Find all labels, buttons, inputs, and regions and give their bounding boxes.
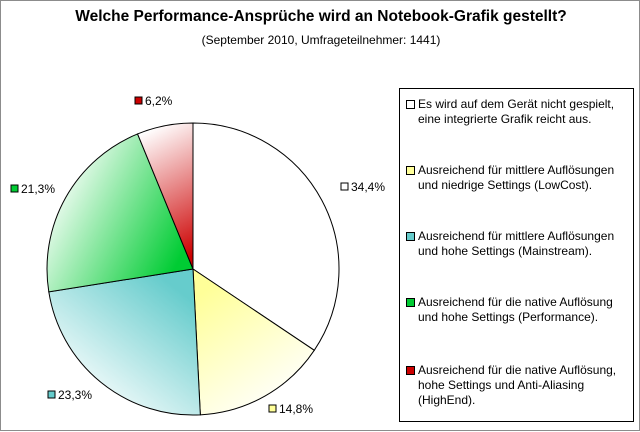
data-label-swatch-nicht-gespielt <box>340 182 349 191</box>
data-label-performance: 21,3% <box>21 182 55 196</box>
data-label-swatch-mainstream <box>47 390 56 399</box>
pie-slice-performance <box>46 133 194 293</box>
data-label-swatch-lowcost <box>268 404 277 413</box>
legend-swatch-1 <box>406 166 415 175</box>
data-label-nicht-gespielt: 34,4% <box>351 180 385 194</box>
legend-item-0: Es wird auf dem Gerät nicht gespielt, ei… <box>406 97 631 127</box>
pie-slice-lowcost <box>192 268 315 416</box>
legend-swatch-3 <box>406 298 415 307</box>
legend-label-4: Ausreichend für die native Auflösung, ho… <box>418 363 617 407</box>
data-label-swatch-highend <box>134 96 143 105</box>
data-label-highend: 6,2% <box>145 94 173 108</box>
data-label-lowcost: 14,8% <box>279 402 313 416</box>
chart-legend: Es wird auf dem Gerät nicht gespielt, ei… <box>399 88 634 422</box>
legend-item-3: Ausreichend für die native Auflösung und… <box>406 295 631 325</box>
legend-swatch-4 <box>406 366 415 375</box>
legend-label-1: Ausreichend für mittlere Auflösungen und… <box>418 163 615 192</box>
legend-label-3: Ausreichend für die native Auflösung und… <box>418 295 613 324</box>
legend-swatch-2 <box>406 232 415 241</box>
pie-slice-highend <box>136 122 194 270</box>
legend-label-0: Es wird auf dem Gerät nicht gespielt, ei… <box>418 97 615 126</box>
data-label-mainstream: 23,3% <box>58 388 92 402</box>
legend-swatch-0 <box>406 100 415 109</box>
legend-label-2: Ausreichend für mittlere Auflösungen und… <box>418 229 615 258</box>
chart-title: Welche Performance-Ansprüche wird an Not… <box>75 8 567 25</box>
legend-item-4: Ausreichend für die native Auflösung, ho… <box>406 363 631 408</box>
pie-chart: 34,4% 14,8% 23,3% 21,3% 6,2% <box>10 94 385 416</box>
legend-item-2: Ausreichend für mittlere Auflösungen und… <box>406 229 631 259</box>
legend-item-1: Ausreichend für mittlere Auflösungen und… <box>406 163 631 193</box>
chart-subtitle: (September 2010, Umfrageteilnehmer: 1441… <box>201 33 441 47</box>
pie-slice-nicht-gespielt <box>192 122 340 351</box>
data-label-swatch-performance <box>10 184 19 193</box>
pie-slice-mainstream <box>48 268 201 416</box>
